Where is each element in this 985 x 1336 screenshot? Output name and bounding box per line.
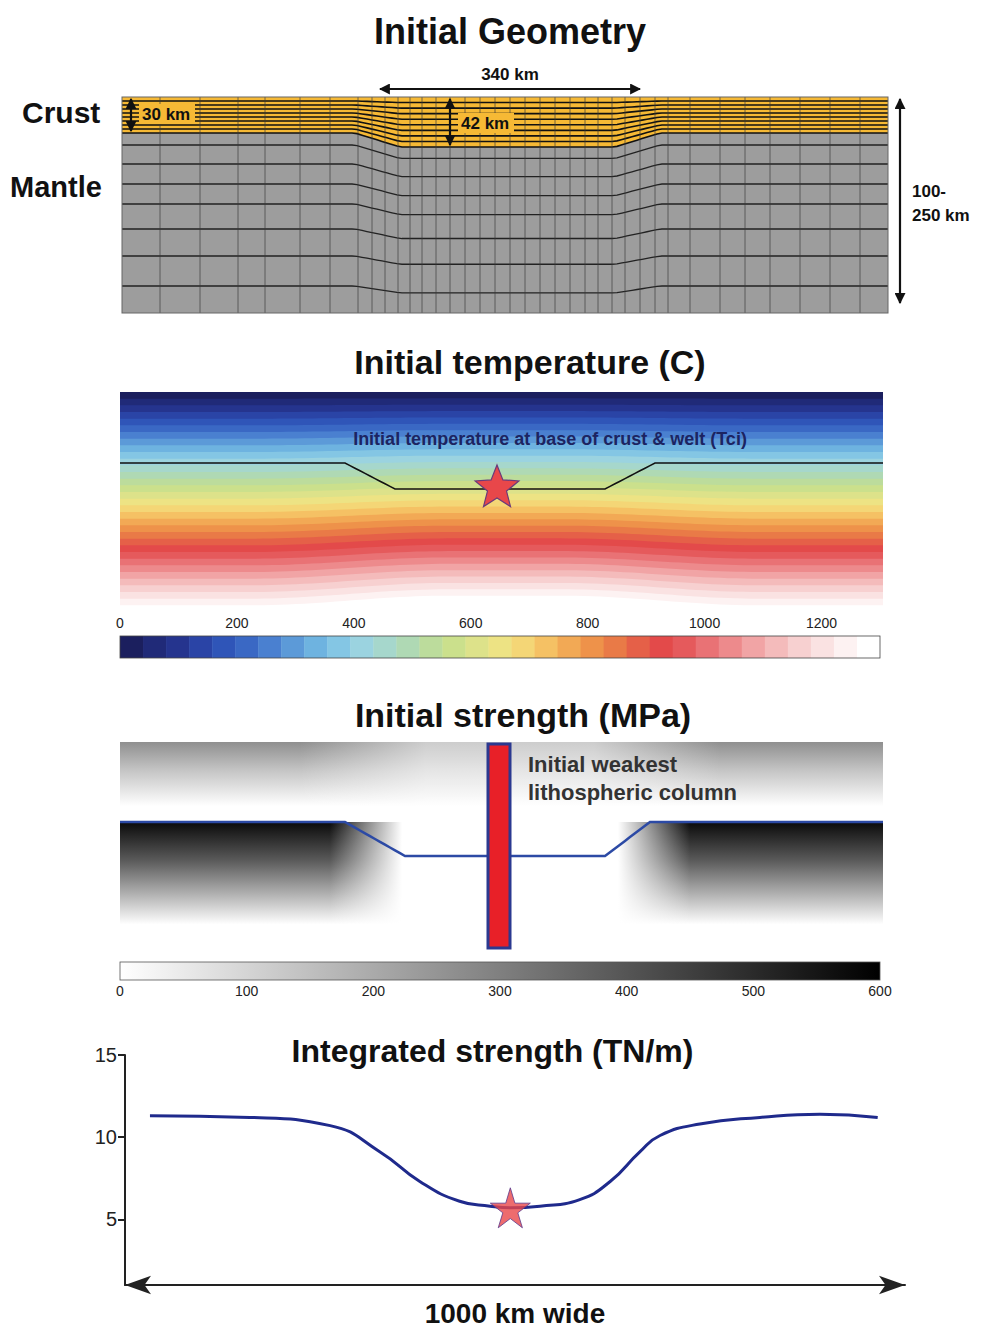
- svg-text:Integrated strength (TN/m): Integrated strength (TN/m): [292, 1033, 694, 1069]
- svg-text:15: 15: [95, 1044, 117, 1066]
- svg-text:Initial weakest: Initial weakest: [528, 752, 678, 777]
- svg-text:10: 10: [95, 1126, 117, 1148]
- svg-text:600: 600: [459, 615, 483, 631]
- svg-text:1200: 1200: [806, 615, 837, 631]
- svg-text:1000 km wide: 1000 km wide: [425, 1298, 606, 1329]
- svg-text:200: 200: [362, 983, 386, 999]
- svg-text:1000: 1000: [689, 615, 720, 631]
- svg-text:400: 400: [342, 615, 366, 631]
- svg-text:300: 300: [488, 983, 512, 999]
- svg-text:400: 400: [615, 983, 639, 999]
- svg-text:0: 0: [116, 615, 124, 631]
- svg-text:42 km: 42 km: [461, 114, 509, 133]
- svg-text:500: 500: [742, 983, 766, 999]
- svg-text:600: 600: [868, 983, 892, 999]
- svg-text:0: 0: [116, 983, 124, 999]
- svg-text:Mantle: Mantle: [10, 171, 102, 203]
- svg-text:Crust: Crust: [22, 96, 100, 129]
- svg-text:Initial strength (MPa): Initial strength (MPa): [355, 696, 691, 734]
- svg-text:200: 200: [225, 615, 249, 631]
- svg-text:Initial temperature at base of: Initial temperature at base of crust & w…: [353, 429, 747, 449]
- svg-text:Initial temperature (C): Initial temperature (C): [354, 343, 705, 381]
- svg-text:250 km: 250 km: [912, 206, 970, 225]
- svg-text:Initial Geometry: Initial Geometry: [374, 11, 646, 52]
- svg-text:lithospheric column: lithospheric column: [528, 780, 737, 805]
- svg-text:800: 800: [576, 615, 600, 631]
- svg-text:100-: 100-: [912, 182, 946, 201]
- svg-text:340 km: 340 km: [481, 65, 539, 84]
- svg-text:30 km: 30 km: [142, 105, 190, 124]
- svg-text:5: 5: [106, 1208, 117, 1230]
- svg-text:100: 100: [235, 983, 259, 999]
